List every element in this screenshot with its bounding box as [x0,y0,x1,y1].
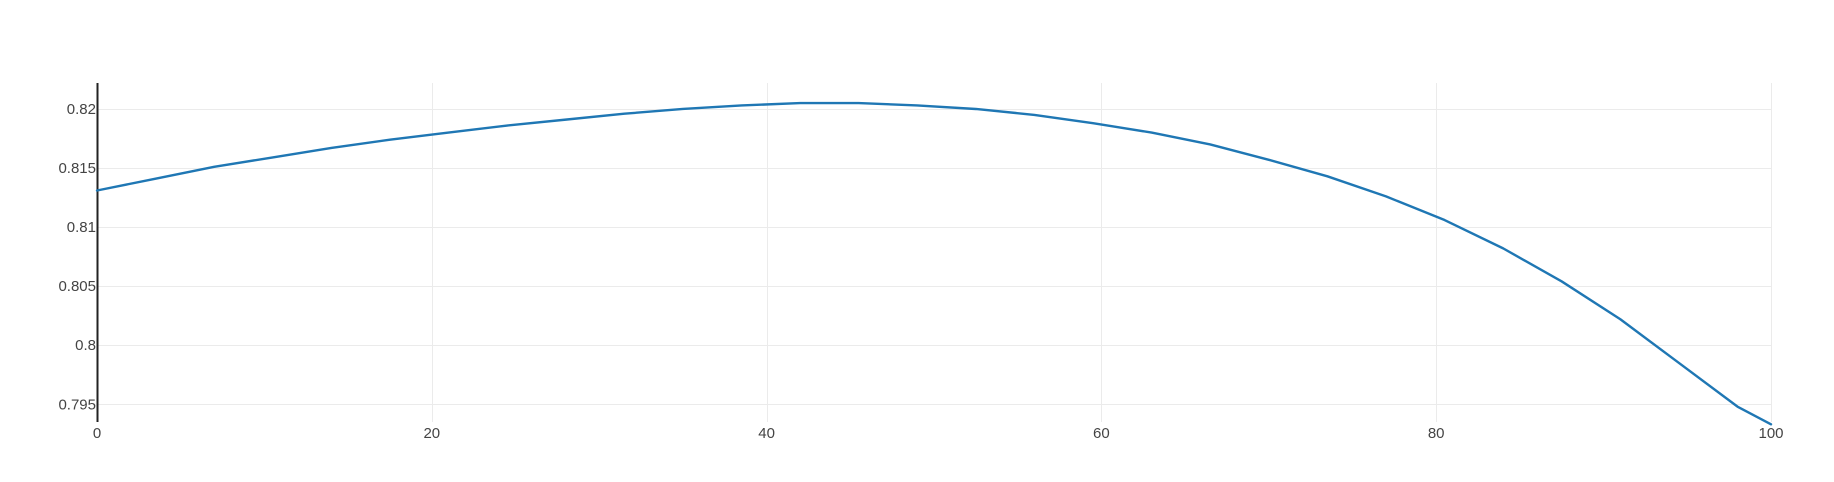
x-tick-label: 100 [1758,425,1783,442]
y-tick-label: 0.795 [58,396,96,413]
y-tick-label: 0.805 [58,278,96,295]
x-tick-label: 40 [758,425,775,442]
y-tick-label: 0.8 [75,337,96,354]
x-tick-label: 60 [1093,425,1110,442]
series-layer [95,101,1773,426]
tick-label-layer: 0 20 40 60 80 100 0.795 0.8 0.805 0.81 0.815 0.82 [58,101,1783,442]
series-line-0 [95,101,1773,426]
y-tick-label: 0.815 [58,160,96,177]
y-tick-label: 0.82 [67,101,96,118]
x-tick-label: 20 [423,425,440,442]
x-tick-label: 80 [1428,425,1445,442]
y-tick-label: 0.81 [67,219,96,236]
x-tick-label: 0 [93,425,101,442]
grid-layer [97,83,1772,422]
